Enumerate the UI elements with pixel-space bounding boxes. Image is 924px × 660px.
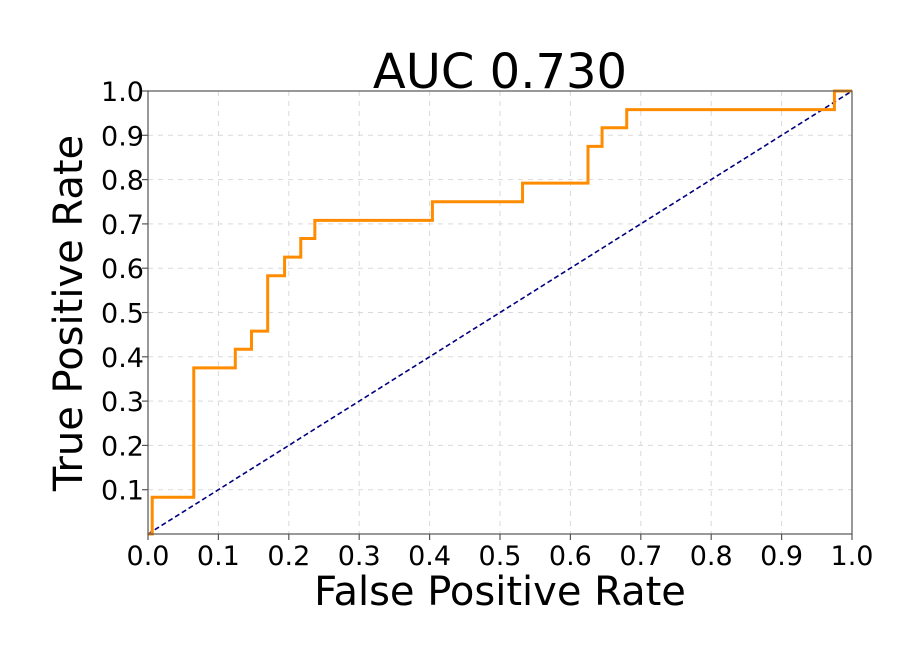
x-tick-label: 0.2 bbox=[267, 541, 310, 572]
y-tick-label: 0.1 bbox=[101, 476, 144, 507]
y-tick-label: 0.2 bbox=[101, 431, 144, 462]
y-axis-title: True Positive Rate bbox=[46, 135, 92, 492]
x-tick-label: 0.3 bbox=[338, 541, 381, 572]
y-tick-label: 1.0 bbox=[101, 77, 144, 108]
x-tick-label: 0.7 bbox=[619, 541, 662, 572]
y-tick-label: 0.8 bbox=[101, 166, 144, 197]
x-tick-label: 0.4 bbox=[408, 541, 451, 572]
y-tick-label: 0.6 bbox=[101, 254, 144, 285]
x-tick-label: 1.0 bbox=[831, 541, 874, 572]
y-tick-label: 0.9 bbox=[101, 121, 144, 152]
grid bbox=[148, 91, 852, 534]
y-tick-label: 0.4 bbox=[101, 343, 144, 374]
series-layer bbox=[147, 89, 853, 536]
y-tick-label: 0.3 bbox=[101, 387, 144, 418]
chance-diagonal-line bbox=[147, 90, 853, 535]
roc-curve-line bbox=[148, 89, 852, 536]
x-axis-ticks: 0.0 0.1 0.2 0.3 0.4 0.5 0.6 0.7 0.8 0.9 1.0 bbox=[127, 534, 874, 572]
x-tick-label: 0.6 bbox=[549, 541, 592, 572]
y-tick-label: 0.7 bbox=[101, 210, 144, 241]
x-tick-label: 0.9 bbox=[760, 541, 803, 572]
x-tick-label: 0.1 bbox=[197, 541, 240, 572]
x-tick-label: 0.8 bbox=[690, 541, 733, 572]
x-tick-label: 0.5 bbox=[479, 541, 522, 572]
y-axis-ticks: 0.1 0.2 0.3 0.4 0.5 0.6 0.7 0.8 0.9 1.0 bbox=[101, 77, 148, 507]
x-axis-title: False Positive Rate bbox=[314, 569, 686, 615]
y-tick-label: 0.5 bbox=[101, 299, 144, 330]
x-tick-label: 0.0 bbox=[127, 541, 170, 572]
